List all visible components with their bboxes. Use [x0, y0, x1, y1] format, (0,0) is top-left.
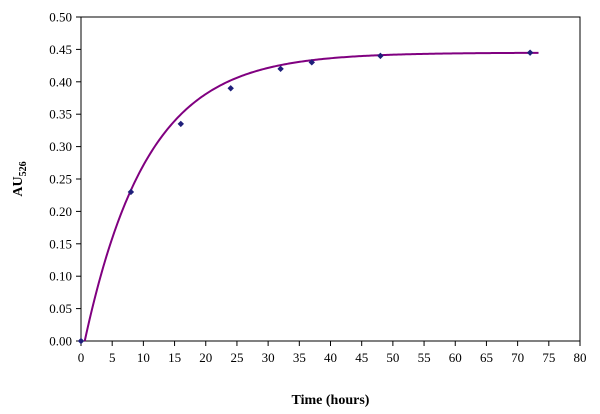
x-tick-label: 30 [262, 350, 275, 365]
y-tick-label: 0.00 [49, 334, 72, 349]
x-tick-label: 35 [293, 350, 306, 365]
data-point [127, 188, 135, 196]
data-point [227, 85, 234, 92]
y-tick-label: 0.10 [49, 269, 72, 284]
y-tick-label: 0.45 [49, 42, 72, 57]
x-tick-label: 80 [574, 350, 587, 365]
x-tick-label: 0 [78, 350, 85, 365]
x-tick-label: 10 [137, 350, 150, 365]
plot-area [80, 16, 581, 342]
x-tick-label: 25 [230, 350, 243, 365]
x-tick-label: 50 [386, 350, 399, 365]
data-point [377, 52, 384, 60]
x-tick-label: 40 [324, 350, 337, 365]
y-axis-ticks: 0.00 0.05 0.10 0.15 0.20 0.25 0.30 0.35 0.40 0.45… [49, 10, 81, 349]
x-tick-label: 75 [542, 350, 555, 365]
y-axis-title-subscript: 526 [18, 161, 29, 176]
y-tick-label: 0.20 [49, 204, 72, 219]
data-point [308, 59, 315, 66]
data-point [277, 65, 284, 73]
y-tick-label: 0.35 [49, 107, 72, 122]
y-tick-label: 0.40 [49, 74, 72, 89]
x-tick-label: 5 [109, 350, 116, 365]
x-tick-label: 60 [449, 350, 462, 365]
y-tick-label: 0.30 [49, 139, 72, 154]
data-point [77, 337, 85, 345]
y-tick-label: 0.25 [49, 172, 72, 187]
x-tick-label: 15 [168, 350, 181, 365]
x-tick-label: 55 [418, 350, 431, 365]
y-axis-title: AU526 [11, 161, 29, 196]
y-tick-label: 0.50 [49, 10, 72, 25]
x-tick-label: 20 [199, 350, 212, 365]
x-tick-label: 70 [511, 350, 524, 365]
x-axis-ticks: 0 5 10 15 20 25 30 35 40 45 50 55 60 65 70 75 80 [78, 341, 587, 365]
x-tick-label: 45 [355, 350, 368, 365]
data-points [77, 49, 534, 345]
x-axis-title: Time (hours) [292, 393, 370, 408]
y-tick-label: 0.05 [49, 301, 72, 316]
x-tick-label: 65 [480, 350, 493, 365]
y-tick-label: 0.15 [49, 236, 72, 251]
y-axis-title-main: AU [11, 176, 26, 196]
data-point [177, 120, 184, 128]
data-point [526, 49, 534, 56]
